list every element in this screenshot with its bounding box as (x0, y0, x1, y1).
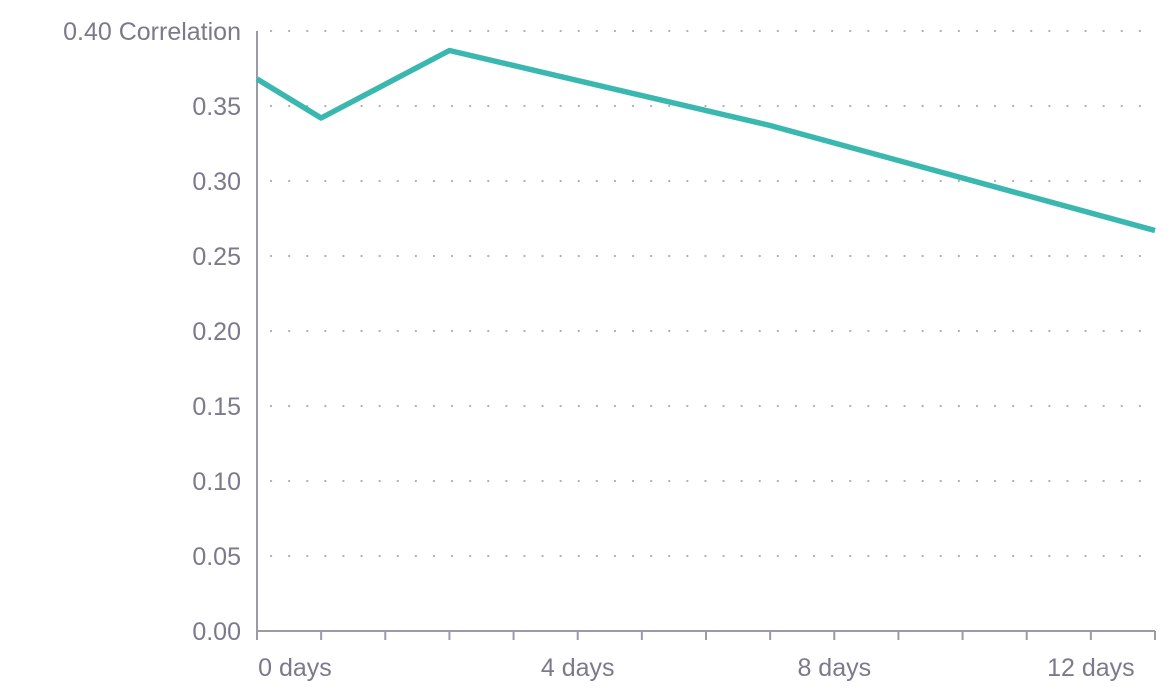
y-axis-label: 0.40 Correlation (63, 18, 241, 46)
y-tick-label: 0.20 (192, 318, 241, 346)
y-tick-label: 0.25 (192, 243, 241, 271)
y-tick-label: 0.30 (192, 168, 241, 196)
y-tick-label: 0.35 (192, 93, 241, 121)
series-line (255, 47, 1156, 234)
y-tick-label: 0.15 (192, 393, 241, 421)
x-tick-label: 12 days (1047, 654, 1135, 682)
ticks (256, 631, 1156, 640)
y-tick-label: 0.05 (192, 543, 241, 571)
x-tick-label: 0 days (258, 654, 332, 682)
x-tick-label: 4 days (541, 654, 615, 682)
series (255, 47, 1156, 234)
grid-lines (269, 29, 1147, 558)
y-tick-label: 0.00 (192, 618, 241, 646)
tick-labels: 0.00 0.05 0.10 0.15 0.20 0.25 0.30 0.35 0.40 Cor… (63, 18, 1135, 682)
x-tick-label: 8 days (797, 654, 871, 682)
y-tick-label: 0.10 (192, 468, 241, 496)
